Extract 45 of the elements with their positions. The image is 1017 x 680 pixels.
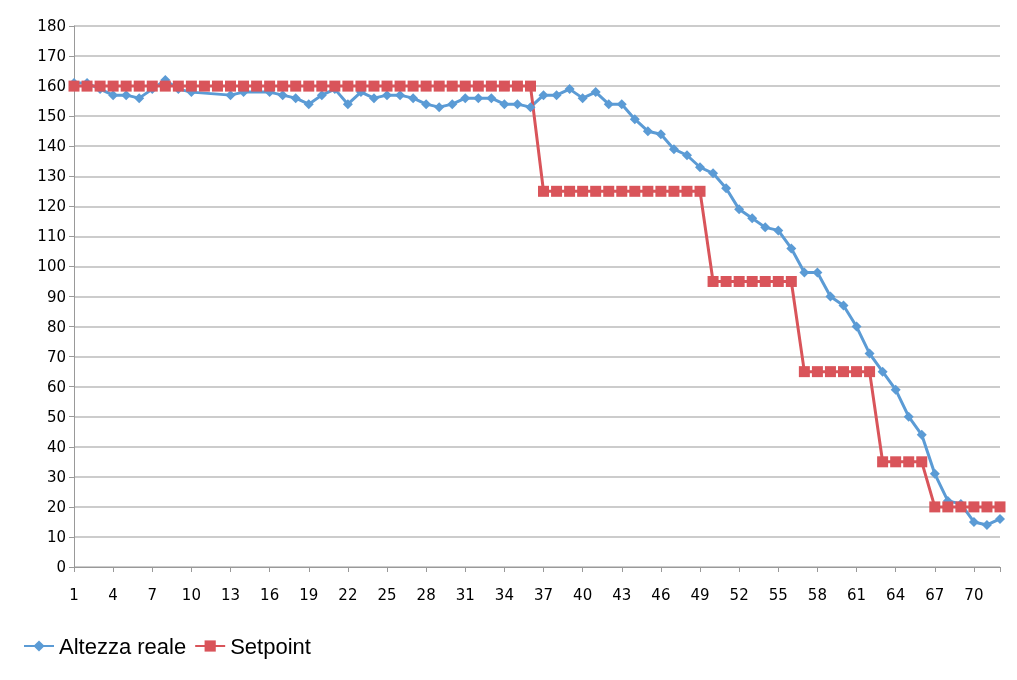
- y-tick-label: 110: [37, 227, 66, 246]
- y-tick-label: 120: [37, 197, 66, 216]
- x-tick-label: 16: [260, 585, 280, 604]
- x-tick-label: 40: [573, 585, 593, 604]
- x-tick-label: 31: [455, 585, 475, 604]
- x-tick-label: 22: [338, 585, 358, 604]
- x-tick-label: 52: [729, 585, 749, 604]
- x-tick-label: 67: [925, 585, 945, 604]
- y-tick-label: 30: [46, 467, 66, 486]
- legend-label: Altezza reale: [59, 633, 187, 659]
- x-tick-label: 28: [416, 585, 436, 604]
- y-tick-label: 160: [37, 77, 66, 96]
- x-tick-label: 4: [108, 585, 118, 604]
- x-tick-label: 7: [147, 585, 158, 604]
- y-tick-label: 150: [37, 107, 66, 126]
- y-tick-label: 50: [46, 407, 66, 426]
- y-tick-label: 20: [46, 497, 66, 516]
- x-tick-label: 34: [494, 585, 514, 604]
- x-tick-label: 49: [690, 585, 710, 604]
- y-tick-label: 40: [46, 437, 66, 456]
- x-tick-label: 70: [964, 585, 984, 604]
- y-tick-label: 80: [46, 317, 66, 336]
- x-tick-label: 1: [69, 585, 79, 604]
- y-tick-label: 100: [37, 257, 66, 276]
- x-tick-label: 58: [807, 585, 827, 604]
- y-tick-label: 10: [46, 527, 66, 546]
- y-tick-label: 60: [46, 377, 66, 396]
- legend-label: Setpoint: [230, 633, 311, 659]
- x-tick-label: 46: [651, 585, 671, 604]
- y-tick-label: 170: [37, 47, 66, 66]
- x-tick-label: 37: [533, 585, 554, 604]
- y-tick-label: 90: [46, 287, 66, 306]
- x-tick-label: 55: [768, 585, 788, 604]
- x-tick-label: 61: [846, 585, 867, 604]
- x-tick-label: 64: [886, 585, 906, 604]
- y-tick-label: 140: [37, 137, 66, 156]
- x-tick-label: 13: [220, 585, 241, 604]
- y-tick-label: 180: [37, 17, 66, 35]
- y-tick-label: 130: [37, 167, 66, 186]
- x-tick-label: 43: [612, 585, 632, 604]
- x-tick-label: 19: [299, 585, 319, 604]
- x-tick-label: 25: [377, 585, 397, 604]
- y-tick-label: 0: [56, 558, 66, 576]
- x-tick-label: 10: [181, 585, 201, 604]
- y-tick-label: 70: [46, 347, 66, 366]
